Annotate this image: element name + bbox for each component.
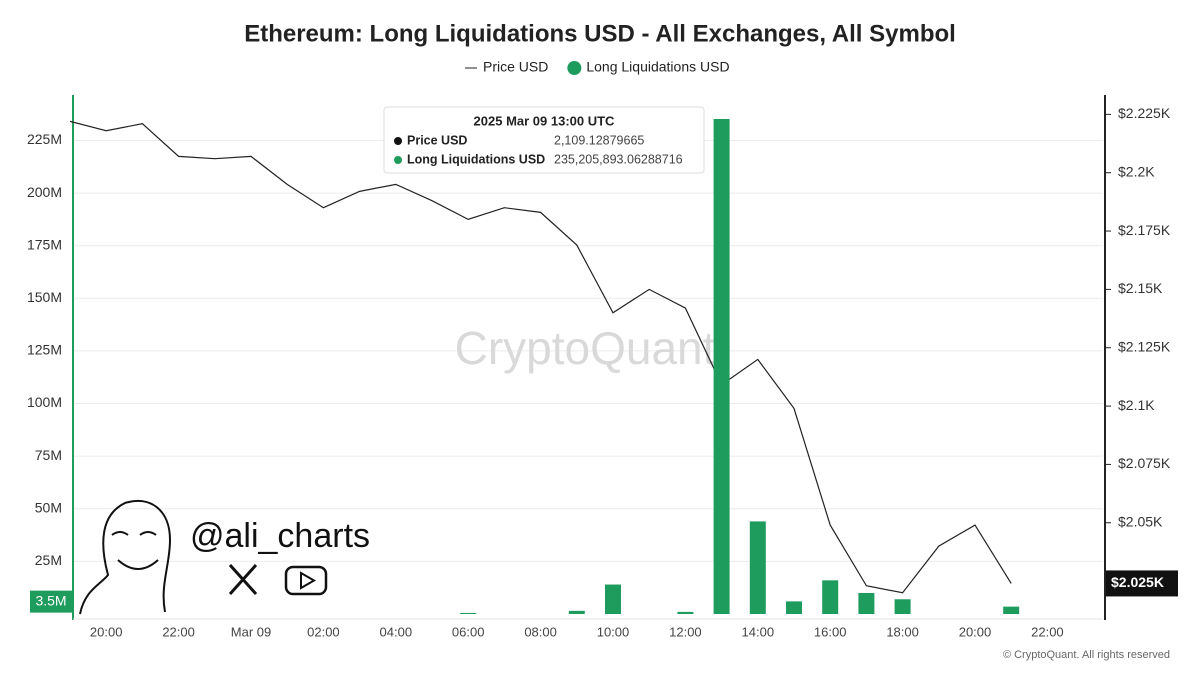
x-tick-label: 12:00 <box>669 624 702 639</box>
y-tick-label: 50M <box>35 499 62 515</box>
x-tick-label: 04:00 <box>380 624 413 639</box>
chart-title: Ethereum: Long Liquidations USD - All Ex… <box>244 20 956 47</box>
tooltip-value: 2,109.12879665 <box>554 133 644 147</box>
y-tick-label: 225M <box>27 131 62 147</box>
tooltip-name: Price USD <box>407 133 467 147</box>
x-tick-label: 02:00 <box>307 624 340 639</box>
y2-tick-label: $2.2K <box>1118 163 1155 179</box>
x-tick-label: 14:00 <box>742 624 775 639</box>
current-left-badge <box>30 590 73 613</box>
watermark: CryptoQuant <box>455 322 716 374</box>
x-tick-label: 18:00 <box>886 624 919 639</box>
tooltip-box <box>383 106 705 174</box>
x-tick-label: 10:00 <box>597 624 630 639</box>
y-tick-label: 150M <box>27 289 62 305</box>
y-tick-label: 75M <box>35 447 62 463</box>
x-tick-label: 08:00 <box>524 624 557 639</box>
bar <box>858 592 875 614</box>
bar <box>786 601 802 614</box>
tooltip-value: 235,205,893.06288716 <box>554 152 683 166</box>
footer: © CryptoQuant. All rights reserved <box>1003 649 1170 661</box>
handle: @ali_charts <box>190 517 370 555</box>
x-tick-label: 20:00 <box>959 624 992 639</box>
tooltip-dot <box>394 156 402 164</box>
bar <box>1003 606 1020 614</box>
y2-tick-label: $2.15K <box>1118 280 1163 296</box>
tooltip-title: 2025 Mar 09 13:00 UTC <box>474 113 616 128</box>
bar <box>605 584 621 614</box>
bar <box>713 118 730 615</box>
y2-tick-label: $2.125K <box>1118 338 1171 354</box>
bar <box>822 580 839 614</box>
bar <box>894 599 911 614</box>
tooltip-dot <box>394 137 402 145</box>
x-icon <box>228 563 258 596</box>
legend-symbol <box>567 61 582 75</box>
x-tick-label: 22:00 <box>162 624 195 639</box>
current-right-label: $2.025K <box>1111 574 1164 590</box>
x-tick-label: Mar 09 <box>231 624 271 639</box>
x-tick-label: 16:00 <box>814 624 847 639</box>
y-tick-label: 25M <box>35 552 62 568</box>
price-line <box>69 120 1012 594</box>
y2-tick-label: $2.175K <box>1118 222 1171 238</box>
current-left-label: 3.5M <box>35 592 66 608</box>
y2-tick-label: $2.075K <box>1118 455 1171 471</box>
y-tick-label: 125M <box>27 342 62 358</box>
current-right-badge <box>1106 570 1178 597</box>
bar <box>677 611 694 614</box>
youtube-icon <box>284 565 328 596</box>
bar <box>749 521 766 614</box>
avatar <box>79 499 172 615</box>
tooltip: 2025 Mar 09 13:00 UTC Price USD 2,109.1287… <box>383 106 705 174</box>
y-tick-label: 200M <box>27 184 62 200</box>
bar <box>568 610 585 614</box>
y-tick-label: 100M <box>27 394 62 410</box>
x-tick-label: 06:00 <box>452 624 485 639</box>
y2-tick-label: $2.225K <box>1118 105 1171 121</box>
y2-tick-label: $2.1K <box>1118 397 1155 413</box>
legend-label: Long Liquidations USD <box>586 59 729 75</box>
tooltip-name: Long Liquidations USD <box>407 152 545 166</box>
legend-label: Price USD <box>483 59 548 75</box>
y2-tick-label: $2.05K <box>1118 513 1163 529</box>
bar <box>460 612 477 614</box>
x-tick-label: 22:00 <box>1031 624 1064 639</box>
y-tick-label: 175M <box>27 236 62 252</box>
x-tick-label: 20:00 <box>90 624 123 639</box>
